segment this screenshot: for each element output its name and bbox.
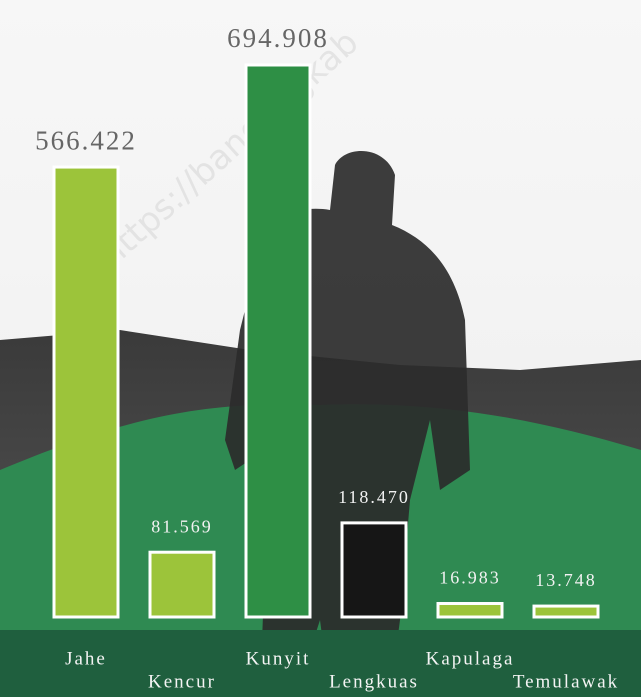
bar [148, 550, 216, 619]
value-label: 566.422 [35, 125, 137, 155]
label-band [0, 630, 641, 697]
value-label: 16.983 [439, 568, 501, 588]
category-label: Jahe [65, 648, 107, 669]
category-label: Kencur [148, 671, 216, 692]
category-label: Kapulaga [426, 648, 515, 669]
category-label: Temulawak [513, 671, 619, 692]
bar [340, 521, 408, 619]
bar [532, 604, 600, 619]
bar [244, 63, 312, 619]
category-label: Lengkuas [329, 671, 419, 692]
value-label: 694.908 [227, 23, 329, 53]
value-label: 118.470 [338, 487, 410, 507]
value-label: 13.748 [535, 570, 597, 590]
bar [52, 165, 120, 619]
category-label: Kunyit [246, 648, 311, 669]
bar [436, 602, 504, 619]
value-label: 81.569 [151, 516, 213, 536]
